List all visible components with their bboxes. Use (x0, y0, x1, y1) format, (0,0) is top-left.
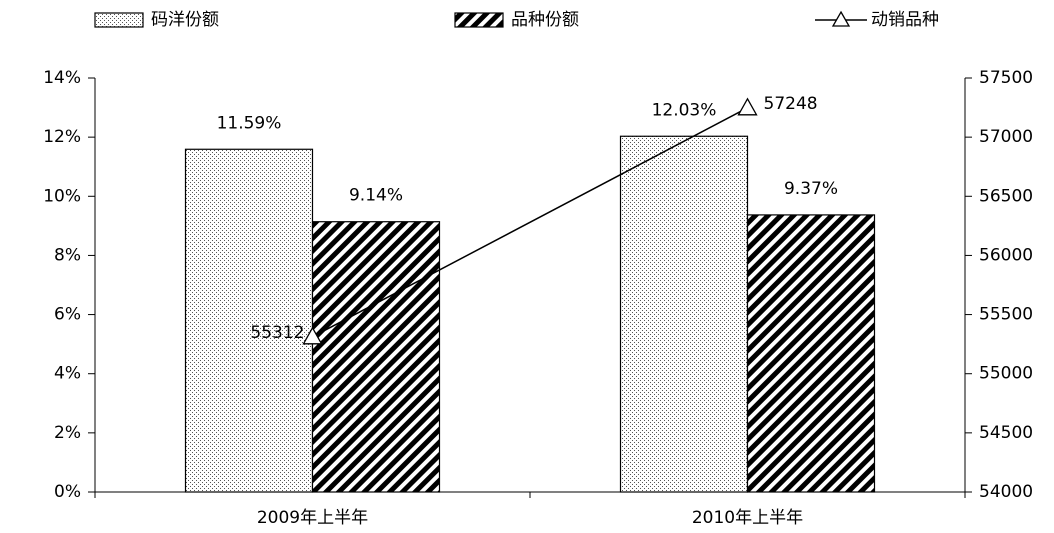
y2-tick-label: 54500 (979, 423, 1033, 443)
bar-value-label: 12.03% (652, 100, 717, 120)
bar-value-label: 9.14% (349, 186, 403, 206)
bar-value-label: 9.37% (784, 179, 838, 199)
bar (746, 214, 876, 493)
legend-label: 品种份额 (511, 10, 579, 30)
x-tick-label: 2009年上半年 (257, 508, 368, 528)
legend-swatch (454, 12, 504, 28)
y2-tick-label: 56000 (979, 245, 1033, 265)
line-marker (302, 326, 323, 345)
y2-tick-label: 55000 (979, 364, 1033, 384)
y2-tick-label: 57500 (979, 68, 1033, 88)
y-tick-label: 2% (54, 423, 81, 443)
bar-value-label: 11.59% (217, 113, 282, 133)
line-value-label: 55312 (250, 323, 304, 343)
y-tick-label: 12% (43, 127, 81, 147)
legend-label: 动销品种 (871, 10, 939, 30)
y-tick-label: 6% (54, 305, 81, 325)
line-value-label: 57248 (764, 94, 818, 114)
bar (619, 135, 749, 493)
line (312, 107, 748, 338)
y-tick-label: 14% (43, 68, 81, 88)
y2-tick-label: 54000 (979, 482, 1033, 502)
legend-label: 码洋份额 (151, 10, 219, 30)
y-tick-label: 8% (54, 245, 81, 265)
line-marker (737, 97, 758, 116)
y2-tick-label: 56500 (979, 186, 1033, 206)
y-tick-label: 10% (43, 186, 81, 206)
y2-tick-label: 55500 (979, 305, 1033, 325)
y-tick-label: 0% (54, 482, 81, 502)
y2-tick-label: 57000 (979, 127, 1033, 147)
legend-swatch (94, 12, 144, 28)
bar (184, 148, 314, 493)
legend-marker (831, 10, 851, 27)
x-tick-label: 2010年上半年 (692, 508, 803, 528)
y-tick-label: 4% (54, 364, 81, 384)
bar (311, 221, 441, 493)
